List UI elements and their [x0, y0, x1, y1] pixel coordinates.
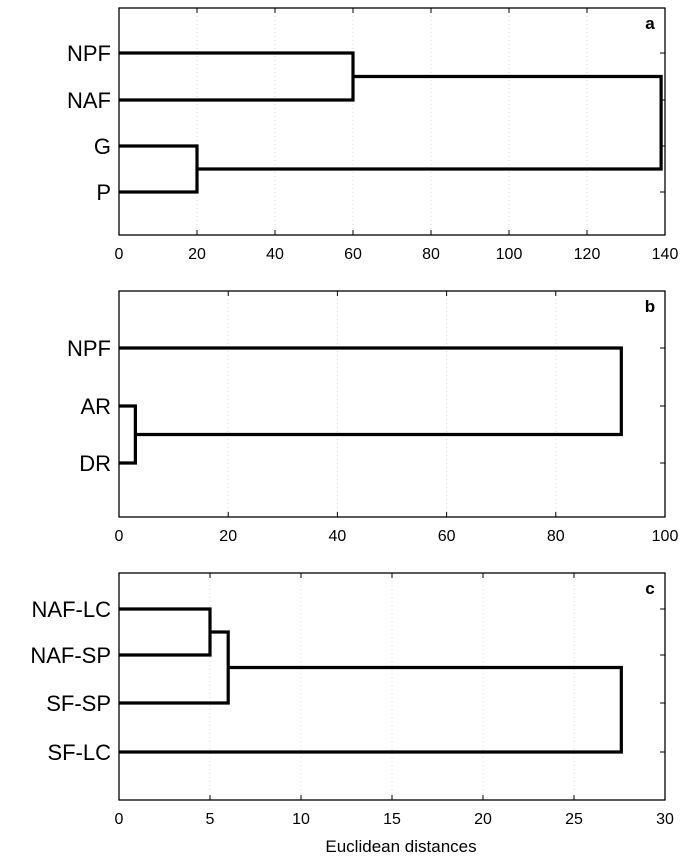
branches-b	[119, 346, 623, 465]
x-tick-label-a-0: 0	[115, 246, 124, 263]
merge-branch-c-2	[119, 665, 623, 754]
x-tick-label-c-1: 5	[206, 811, 215, 828]
leaf-label-c-3: SF-LC	[47, 740, 111, 765]
plot-frame-b	[118, 290, 666, 518]
x-axis-title: Euclidean distances	[325, 837, 476, 856]
ticks-a: 0 20 40 60 80 100 120 140	[115, 8, 679, 263]
leaf-labels-a: NPF NAF GP	[67, 41, 111, 205]
merge-branch-a-2	[197, 74, 663, 171]
leaf-label-a-3: P	[96, 180, 111, 205]
merge-branch-c-1	[119, 630, 230, 705]
x-tick-label-b-5: 100	[652, 528, 679, 545]
leaf-label-c-0: NAF-LC	[32, 597, 112, 622]
x-tick-label-c-4: 20	[474, 811, 492, 828]
x-tick-label-a-7: 140	[652, 246, 679, 263]
gridlines-b	[227, 291, 557, 517]
plot-frame-a	[118, 7, 666, 236]
panel-b: 0 20 40 60 80 100 NPF AR DR b	[67, 290, 679, 545]
merge-branch-b-1	[119, 346, 623, 437]
x-tick-label-a-5: 100	[496, 246, 523, 263]
gridlines-a	[196, 8, 588, 235]
branches-c	[119, 607, 623, 754]
merge-branch-a-1	[119, 144, 199, 194]
x-tick-label-a-4: 80	[422, 246, 440, 263]
merge-branch-b-0	[119, 404, 137, 465]
x-tick-label-b-2: 40	[329, 528, 347, 545]
ticks-c: 0 5 10 15 20 25 30	[115, 573, 674, 828]
leaf-labels-c: NAF-LC NAF-SP SF-SP SF-LC	[30, 597, 111, 765]
x-tick-label-b-4: 80	[547, 528, 565, 545]
x-tick-label-c-0: 0	[115, 811, 124, 828]
leaf-labels-b: NPF AR DR	[67, 336, 111, 476]
leaf-label-a-0: NPF	[67, 41, 111, 66]
gridlines-c	[209, 573, 575, 800]
leaf-label-a-1: NAF	[67, 88, 111, 113]
leaf-label-b-2: DR	[79, 451, 111, 476]
leaf-label-b-1: AR	[80, 394, 111, 419]
merge-branch-a-0	[119, 51, 355, 102]
x-tick-label-a-6: 120	[574, 246, 601, 263]
x-tick-label-c-2: 10	[292, 811, 310, 828]
panel-c: 0 5 10 15 20 25 30 NAF-LC NAF-SP SF-SP SF-LC c	[30, 572, 674, 828]
x-tick-label-b-0: 0	[115, 528, 124, 545]
leaf-label-c-1: NAF-SP	[30, 643, 111, 668]
x-tick-label-a-1: 20	[188, 246, 206, 263]
leaf-label-c-2: SF-SP	[46, 691, 111, 716]
x-tick-label-a-2: 40	[266, 246, 284, 263]
merge-branch-c-0	[119, 607, 212, 657]
panel-a: 0 20 40 60 80 100 120 140 NPF NAF GP a	[67, 7, 679, 263]
panel-label-b: b	[645, 297, 655, 316]
panel-label-c: c	[645, 579, 654, 598]
x-tick-label-b-3: 60	[438, 528, 456, 545]
ticks-b: 0 20 40 60 80 100	[115, 291, 679, 545]
branches-a	[119, 51, 663, 194]
leaf-label-a-2: G	[94, 134, 111, 159]
leaf-label-b-0: NPF	[67, 336, 111, 361]
panel-label-a: a	[645, 14, 655, 33]
x-tick-label-c-3: 15	[383, 811, 401, 828]
x-tick-label-c-5: 25	[565, 811, 583, 828]
x-tick-label-b-1: 20	[219, 528, 237, 545]
x-tick-label-a-3: 60	[344, 246, 362, 263]
x-tick-label-c-6: 30	[656, 811, 674, 828]
